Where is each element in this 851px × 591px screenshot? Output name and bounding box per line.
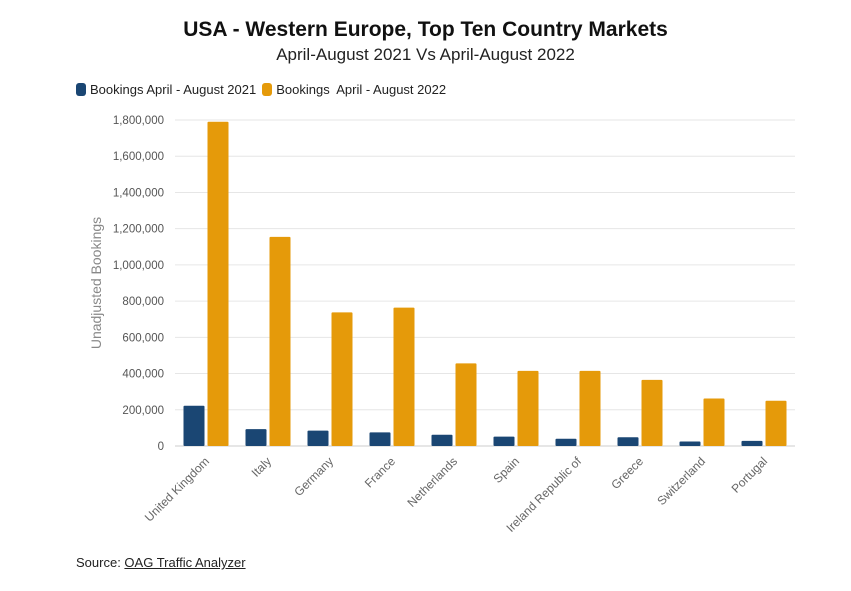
bar-2021[interactable] [245, 429, 267, 446]
y-axis: 0 200,000 400,000 600,000 800,000 1,000,000 1,… [113, 115, 164, 453]
x-tick-label: Netherlands [404, 454, 460, 510]
bar-2021[interactable] [493, 436, 515, 446]
y-tick-label: 1,200,000 [113, 224, 164, 236]
y-tick-label: 1,400,000 [113, 187, 164, 199]
y-axis-label: Unadjusted Bookings [88, 217, 104, 349]
bar-2022[interactable] [207, 121, 229, 447]
bar-2021[interactable] [741, 440, 763, 446]
x-tick-label: United Kingdom [142, 454, 212, 524]
x-tick-label: Greece [608, 454, 646, 492]
x-tick-label: Switzerland [654, 454, 708, 508]
bar-2022[interactable] [393, 307, 415, 446]
x-tick-label: Italy [249, 454, 274, 479]
bar-2021[interactable] [617, 437, 639, 446]
y-tick-label: 1,800,000 [113, 115, 164, 127]
bar-2022[interactable] [517, 370, 539, 446]
bar-2022[interactable] [765, 400, 787, 446]
bar-2022[interactable] [579, 370, 601, 446]
bar-2022[interactable] [331, 312, 353, 446]
legend-swatch-2022 [262, 83, 273, 96]
x-tick-label: Spain [491, 454, 523, 486]
bars [183, 121, 787, 447]
bar-2022[interactable] [703, 398, 725, 446]
legend-swatch-2021 [76, 83, 86, 96]
bar-2021[interactable] [679, 441, 701, 446]
bar-2022[interactable] [455, 363, 477, 446]
bar-2022[interactable] [269, 236, 291, 446]
bar-2021[interactable] [183, 405, 205, 446]
bar-2021[interactable] [555, 438, 577, 446]
source-prefix: Source: [76, 555, 125, 570]
bar-2021[interactable] [431, 434, 453, 446]
bar-2021[interactable] [369, 432, 391, 446]
grid-lines [175, 119, 795, 447]
y-tick-label: 0 [158, 441, 164, 453]
bar-2021[interactable] [307, 430, 329, 446]
legend-label-2022: Bookings April - August 2022 [276, 82, 447, 97]
chart-title: USA - Western Europe, Top Ten Country Ma… [183, 18, 668, 41]
y-tick-label: 200,000 [122, 405, 164, 417]
y-tick-label: 1,600,000 [113, 151, 164, 163]
y-tick-label: 400,000 [122, 369, 164, 381]
y-tick-label: 800,000 [122, 296, 164, 308]
x-tick-label: France [362, 454, 399, 491]
y-tick-label: 600,000 [122, 332, 164, 344]
bar-2022[interactable] [641, 379, 663, 446]
chart-subtitle: April-August 2021 Vs April-August 2022 [276, 45, 575, 64]
legend-label-2021: Bookings April - August 2021 [90, 82, 257, 97]
y-tick-label: 1,000,000 [113, 260, 164, 272]
chart-legend: Bookings April - August 2021 Bookings Ap… [76, 82, 452, 97]
legend-item-2022[interactable]: Bookings April - August 2022 [262, 82, 446, 97]
x-axis: United Kingdom Italy Germany France Netherla… [142, 454, 770, 535]
source-link[interactable]: OAG Traffic Analyzer [124, 555, 246, 570]
x-tick-label: Portugal [729, 454, 771, 496]
source-note: Source: OAG Traffic Analyzer [76, 555, 246, 570]
x-tick-label: Germany [291, 454, 336, 499]
legend-item-2021[interactable]: Bookings April - August 2021 [76, 82, 256, 97]
